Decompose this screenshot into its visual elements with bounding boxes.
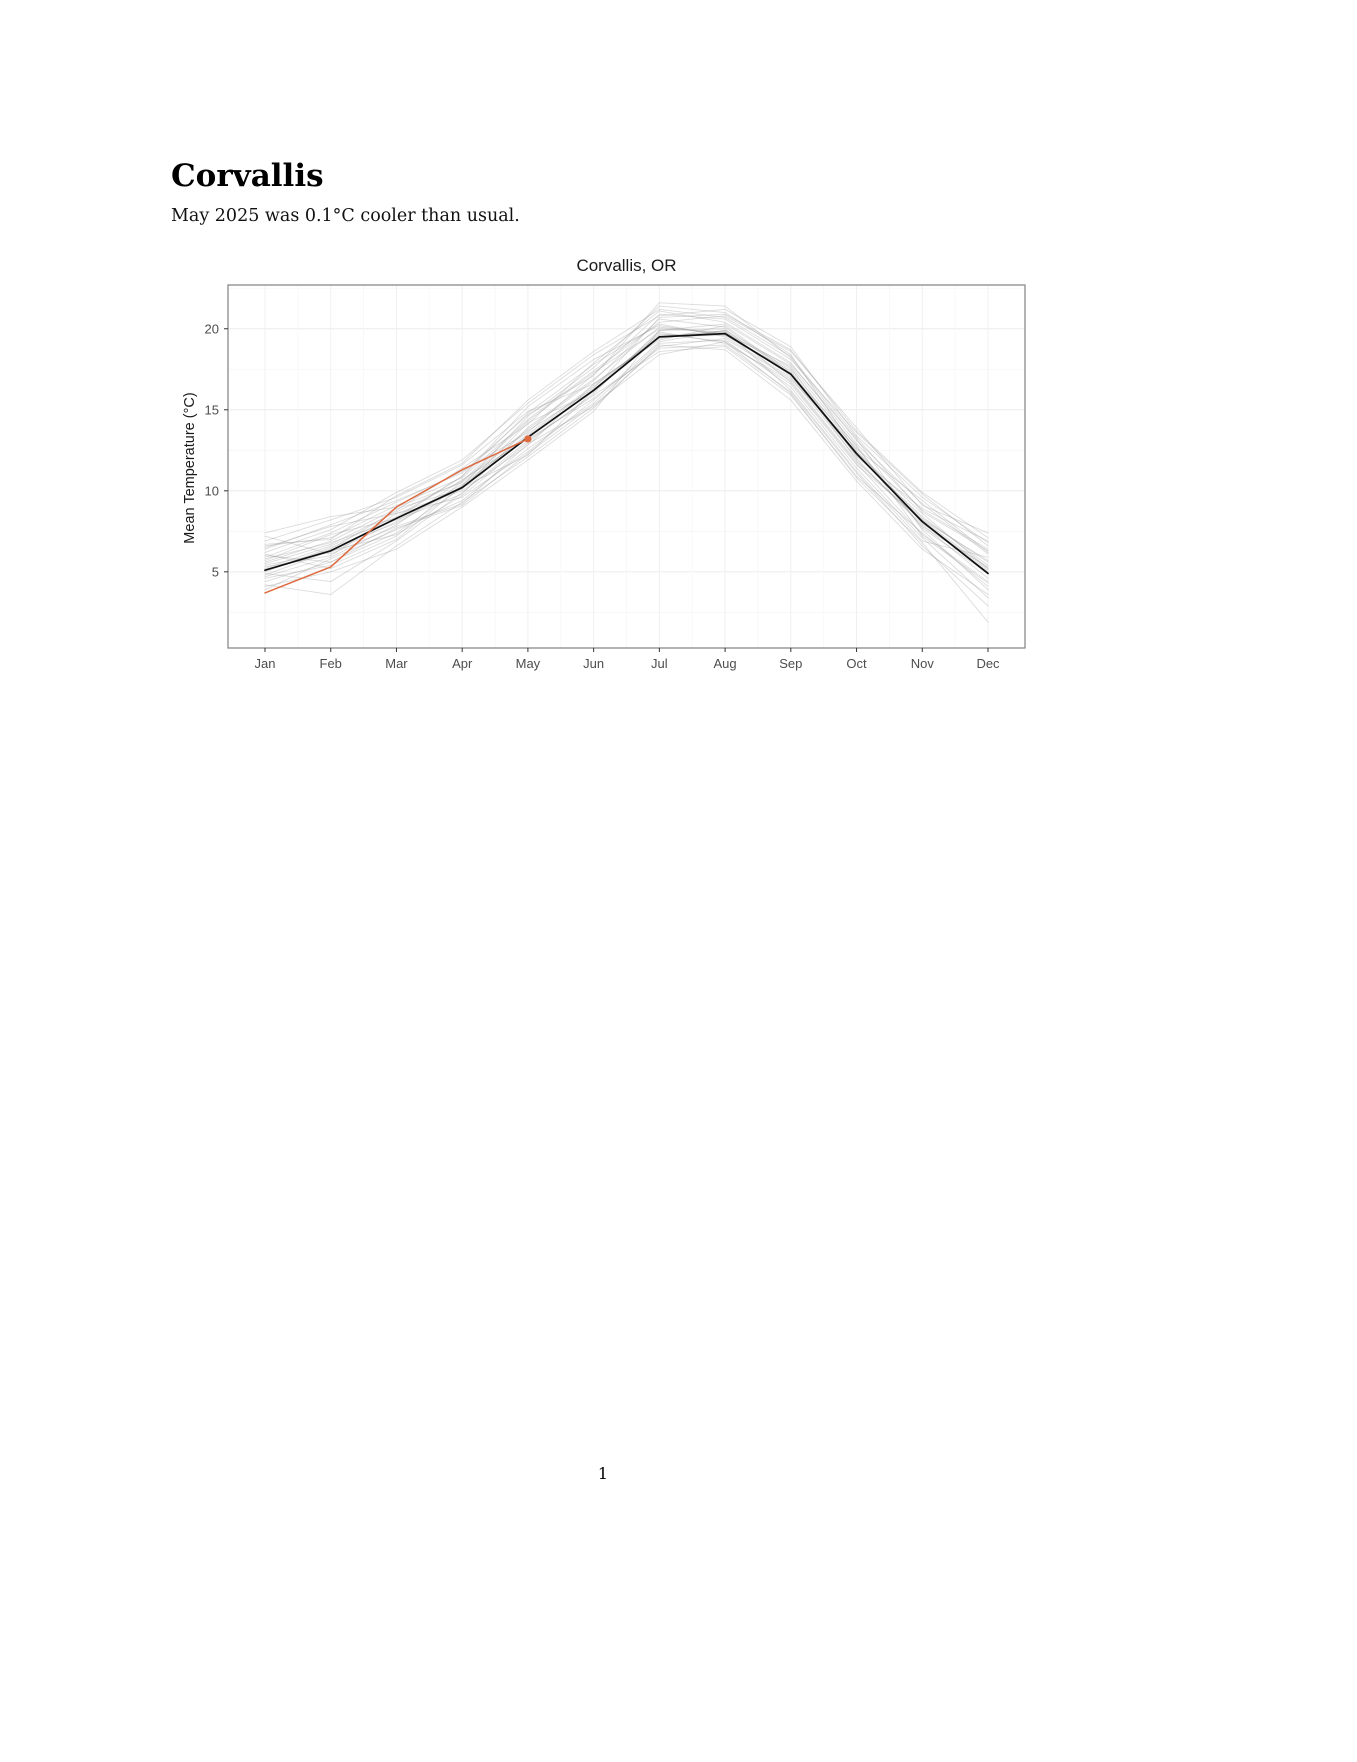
- historical-year-lines: [264, 302, 989, 623]
- svg-text:Mar: Mar: [385, 656, 408, 671]
- svg-text:Jun: Jun: [583, 656, 604, 671]
- svg-text:Dec: Dec: [976, 656, 1000, 671]
- svg-text:Feb: Feb: [320, 656, 342, 671]
- plot-panel-border: [227, 284, 1026, 649]
- svg-text:20: 20: [205, 321, 219, 336]
- svg-text:Apr: Apr: [452, 656, 473, 671]
- svg-text:Jan: Jan: [255, 656, 276, 671]
- svg-text:Oct: Oct: [846, 656, 867, 671]
- current-year-line: [264, 438, 529, 594]
- current-month-point: [524, 435, 532, 443]
- svg-text:15: 15: [205, 402, 219, 417]
- temperature-line-chart: 5 10 15 20 Jan Feb Mar Apr May Jun Jul Aug Sep Oct Nov…: [205, 284, 1026, 671]
- chart-title: Corvallis, OR: [576, 256, 677, 275]
- svg-text:May: May: [516, 656, 541, 671]
- svg-text:Aug: Aug: [714, 656, 737, 671]
- axis-ticks-and-labels: 5 10 15 20 Jan Feb Mar Apr May Jun Jul Aug Sep Oct Nov…: [205, 321, 1001, 671]
- svg-text:5: 5: [212, 564, 219, 579]
- page-title: Corvallis: [171, 158, 324, 194]
- mean-temperature-line: [264, 332, 989, 575]
- svg-text:Nov: Nov: [911, 656, 935, 671]
- gridlines: [228, 285, 1025, 648]
- svg-text:10: 10: [205, 483, 219, 498]
- page-number: 1: [597, 1464, 609, 1483]
- subtitle-text: May 2025 was 0.1°C cooler than usual.: [171, 206, 520, 226]
- svg-text:Jul: Jul: [651, 656, 668, 671]
- svg-text:Sep: Sep: [779, 656, 802, 671]
